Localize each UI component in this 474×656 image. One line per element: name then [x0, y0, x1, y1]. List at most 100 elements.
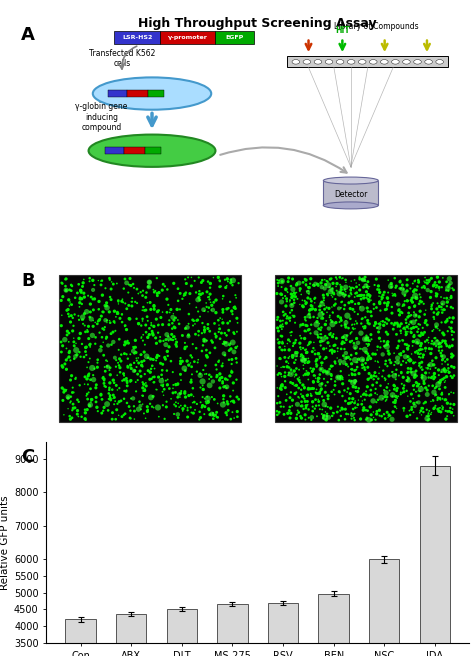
Point — [337, 297, 345, 308]
Point — [449, 334, 457, 344]
Point — [354, 291, 362, 301]
Point — [366, 336, 374, 346]
Point — [103, 302, 111, 313]
Point — [274, 277, 282, 288]
Point — [175, 319, 183, 329]
Point — [428, 300, 436, 310]
Point — [442, 414, 450, 424]
Point — [410, 380, 418, 390]
Point — [182, 278, 190, 289]
Point — [319, 391, 326, 401]
Point — [71, 354, 78, 364]
Point — [310, 312, 318, 322]
Point — [69, 387, 76, 398]
Point — [426, 343, 433, 354]
Point — [412, 365, 420, 376]
Point — [302, 297, 310, 308]
Point — [422, 316, 429, 326]
Point — [128, 300, 136, 311]
Point — [434, 392, 442, 403]
Point — [357, 290, 365, 300]
Point — [340, 304, 348, 314]
Point — [358, 399, 365, 409]
Point — [289, 340, 297, 351]
Point — [115, 410, 122, 420]
Point — [353, 348, 360, 359]
Point — [398, 367, 405, 377]
Point — [215, 320, 223, 331]
Point — [189, 320, 197, 331]
Point — [76, 294, 84, 304]
Point — [327, 327, 335, 338]
Point — [167, 394, 175, 404]
Point — [117, 396, 125, 406]
Point — [304, 353, 312, 363]
Point — [334, 401, 342, 412]
Point — [396, 349, 403, 359]
Point — [320, 373, 328, 384]
Point — [403, 411, 411, 422]
Point — [131, 414, 138, 424]
Point — [411, 310, 419, 321]
Point — [86, 400, 93, 410]
Point — [154, 291, 161, 301]
Point — [67, 279, 75, 290]
Point — [423, 389, 431, 400]
Point — [216, 276, 224, 287]
Point — [421, 327, 428, 338]
Point — [127, 405, 134, 416]
Point — [392, 281, 400, 291]
Point — [174, 413, 182, 423]
Point — [145, 365, 152, 376]
Point — [142, 380, 150, 391]
Point — [316, 404, 324, 415]
Point — [332, 298, 339, 309]
Point — [130, 365, 138, 376]
Point — [377, 336, 384, 346]
Point — [404, 391, 411, 401]
Point — [191, 276, 199, 286]
Point — [417, 340, 424, 351]
Point — [295, 278, 303, 289]
Point — [448, 352, 456, 362]
Point — [326, 346, 334, 356]
Point — [122, 386, 130, 396]
Point — [139, 386, 147, 396]
Point — [318, 409, 326, 419]
Point — [339, 350, 347, 361]
Point — [274, 334, 282, 344]
Point — [76, 293, 84, 303]
Point — [438, 389, 446, 400]
Point — [310, 377, 317, 388]
Point — [223, 382, 231, 392]
Point — [274, 369, 282, 380]
Point — [353, 333, 360, 344]
Point — [337, 312, 345, 323]
Point — [316, 387, 324, 398]
Point — [339, 332, 347, 342]
Point — [351, 409, 358, 419]
Point — [343, 335, 350, 345]
Point — [137, 350, 145, 360]
Point — [279, 361, 287, 372]
Point — [169, 332, 177, 342]
Point — [324, 394, 332, 404]
Point — [129, 393, 137, 403]
Point — [393, 383, 401, 394]
Point — [70, 321, 77, 331]
Point — [351, 398, 358, 408]
Point — [279, 321, 287, 332]
Point — [410, 358, 418, 368]
Point — [321, 304, 328, 314]
Point — [428, 304, 435, 314]
Point — [149, 354, 157, 365]
Point — [320, 395, 328, 405]
Point — [320, 344, 328, 354]
Point — [377, 316, 385, 327]
Point — [365, 335, 372, 346]
Point — [216, 375, 223, 386]
Point — [433, 289, 441, 299]
Point — [282, 300, 290, 311]
Point — [441, 356, 449, 367]
Point — [293, 409, 301, 420]
